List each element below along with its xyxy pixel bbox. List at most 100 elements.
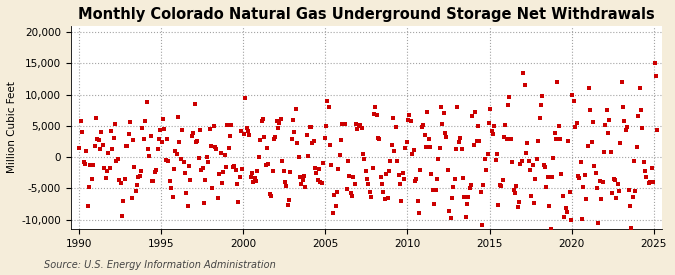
Point [194, 128, 205, 132]
Point [367, 165, 378, 170]
Point [126, 196, 137, 200]
Point [350, 182, 360, 186]
Point [548, 156, 559, 160]
Point [111, 159, 122, 163]
Point [101, 169, 112, 173]
Point [222, 123, 233, 127]
Point [333, 166, 344, 171]
Point [466, 183, 477, 188]
Point [354, 124, 364, 129]
Point [327, 211, 338, 215]
Point [105, 129, 116, 133]
Point [520, 150, 531, 155]
Point [275, 117, 286, 121]
Point [345, 191, 356, 195]
Point [378, 190, 389, 195]
Point [539, 164, 550, 169]
Point [256, 119, 267, 123]
Point [146, 178, 157, 183]
Point [107, 147, 117, 151]
Point [508, 188, 519, 192]
Point [223, 146, 234, 150]
Point [512, 205, 523, 210]
Point [377, 182, 387, 186]
Point [591, 170, 601, 175]
Point [246, 171, 257, 175]
Point [265, 192, 275, 196]
Point [215, 150, 226, 155]
Point [491, 152, 502, 157]
Point [334, 152, 345, 157]
Point [434, 145, 445, 150]
Point [526, 194, 537, 198]
Point [530, 177, 541, 182]
Point [611, 196, 622, 200]
Point [551, 137, 562, 141]
Point [634, 86, 645, 90]
Point [319, 136, 330, 141]
Point [310, 166, 321, 170]
Point [503, 102, 514, 107]
Point [464, 186, 475, 191]
Point [149, 169, 160, 174]
Point [113, 157, 124, 161]
Point [414, 211, 425, 216]
Point [297, 178, 308, 182]
Point [181, 191, 192, 195]
Point [238, 132, 249, 136]
Point [371, 113, 382, 117]
Point [317, 181, 327, 185]
Point [439, 131, 450, 135]
Point [393, 172, 404, 177]
Point [121, 144, 132, 148]
Point [627, 195, 638, 199]
Point [214, 172, 225, 176]
Point [592, 186, 603, 191]
Point [470, 110, 481, 115]
Point [201, 154, 212, 159]
Point [302, 133, 313, 137]
Point [623, 188, 634, 192]
Point [109, 122, 120, 126]
Point [115, 181, 126, 185]
Point [522, 140, 533, 145]
Title: Monthly Colorado Natural Gas Underground Storage Net Withdrawals: Monthly Colorado Natural Gas Underground… [78, 7, 655, 22]
Point [277, 158, 288, 163]
Point [262, 146, 273, 150]
Point [437, 122, 448, 127]
Point [481, 168, 491, 172]
Point [128, 138, 138, 142]
Point [211, 147, 222, 151]
Point [626, 226, 637, 230]
Point [408, 148, 419, 152]
Point [326, 163, 337, 168]
Point [307, 141, 318, 146]
Point [279, 180, 290, 184]
Point [132, 183, 142, 187]
Point [129, 165, 140, 169]
Point [603, 131, 614, 135]
Point [482, 152, 493, 157]
Point [383, 169, 394, 173]
Point [571, 120, 582, 125]
Point [578, 185, 589, 189]
Point [331, 190, 342, 194]
Point [543, 175, 554, 179]
Point [229, 164, 240, 168]
Point [240, 96, 250, 100]
Point [639, 160, 649, 164]
Point [472, 123, 483, 128]
Point [198, 201, 209, 205]
Point [641, 175, 652, 179]
Point [478, 183, 489, 187]
Point [564, 190, 575, 194]
Point [416, 125, 427, 129]
Point [230, 168, 241, 172]
Point [159, 127, 170, 131]
Point [647, 166, 657, 170]
Point [467, 114, 478, 118]
Point [441, 134, 452, 139]
Point [82, 204, 93, 208]
Point [322, 99, 333, 103]
Point [218, 169, 229, 174]
